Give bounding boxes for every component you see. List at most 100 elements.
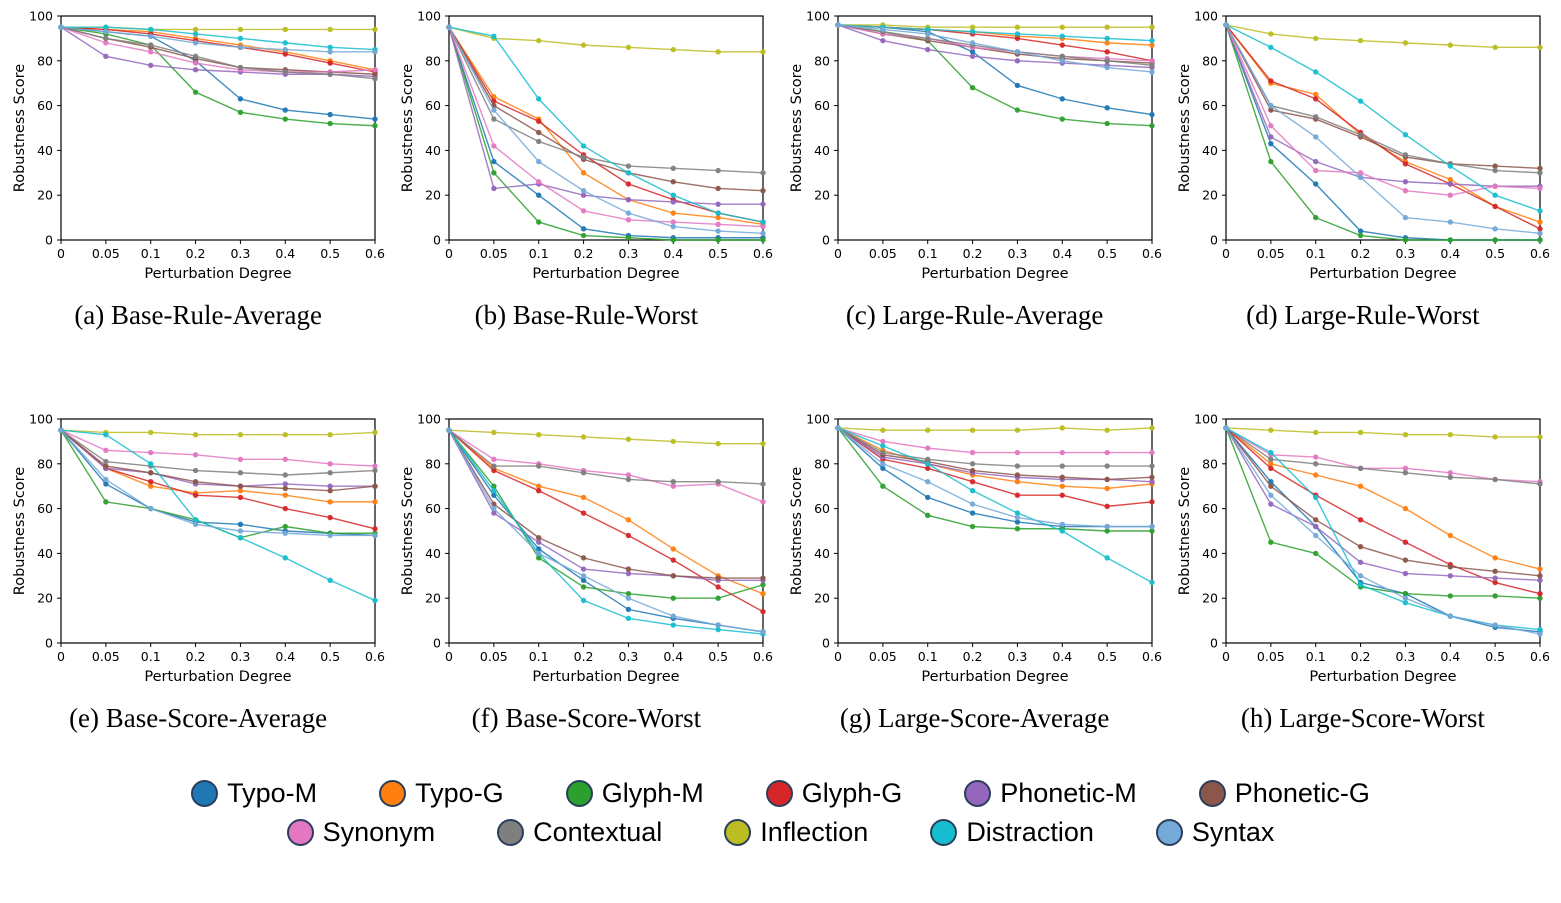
svg-text:0.6: 0.6 [365, 246, 385, 261]
legend-label-phonetic-m: Phonetic-M [1000, 778, 1137, 808]
chart-b-plot: 0 20 40 60 80 100 0 0.05 0.1 0.2 0.3 0.4 0.5 0.6 Pertu… [400, 9, 773, 283]
svg-text:0: 0 [834, 649, 842, 664]
legend-item-typo-m: Typo-M [191, 778, 317, 809]
legend-label-syntax: Syntax [1191, 817, 1275, 847]
svg-text:20: 20 [37, 188, 53, 203]
svg-text:0.1: 0.1 [529, 246, 549, 261]
chart-h-caption: (h) Large-Score-Worst [1240, 703, 1485, 733]
svg-text:0.2: 0.2 [962, 649, 982, 664]
svg-text:80: 80 [37, 53, 53, 68]
svg-text:0.4: 0.4 [275, 649, 295, 664]
glyph-m-swatch-icon [565, 780, 593, 807]
svg-text:80: 80 [814, 53, 830, 68]
chart-d-plot: 0 20 40 60 80 100 0 0.05 0.1 0.2 0.3 0.4 0.5 0.6 Pertu… [1177, 9, 1550, 283]
svg-text:0.1: 0.1 [917, 649, 937, 664]
svg-text:20: 20 [37, 591, 53, 606]
svg-text:0: 0 [445, 246, 453, 261]
legend-item-glyph-m: Glyph-M [565, 778, 704, 809]
svg-text:0.5: 0.5 [1485, 649, 1505, 664]
svg-text:40: 40 [814, 143, 830, 158]
svg-text:0: 0 [45, 636, 53, 651]
chart-g-caption: (g) Large-Score-Average [839, 703, 1110, 733]
svg-text:0: 0 [822, 233, 830, 248]
svg-text:0.2: 0.2 [574, 649, 594, 664]
svg-text:0.1: 0.1 [529, 649, 549, 664]
contextual-swatch-icon [497, 819, 525, 846]
svg-text:80: 80 [425, 456, 441, 471]
chart-f-plot: 0 20 40 60 80 100 0 0.05 0.1 0.2 0.3 0.4 0.5 0.6 Pertu… [400, 412, 773, 686]
chart-d-caption: (d) Large-Rule-Worst [1246, 300, 1480, 330]
svg-text:20: 20 [425, 591, 441, 606]
svg-text:60: 60 [37, 501, 53, 516]
chart-e-plot: 0 20 40 60 80 100 0 0.05 0.1 0.2 0.3 0.4 0.5 0.6 Pertu… [12, 412, 385, 686]
chart-cell-d: 0 20 40 60 80 100 0 0.05 0.1 0.2 0.3 0.4 0.5 0.6 Pertu… [1169, 6, 1557, 331]
chart-cell-e: 0 20 40 60 80 100 0 0.05 0.1 0.2 0.3 0.4 0.5 0.6 Pertu… [4, 409, 392, 734]
legend-item-phonetic-m: Phonetic-M [964, 778, 1137, 809]
legend-label-typo-g: Typo-G [415, 778, 504, 808]
legend-item-phonetic-g: Phonetic-G [1198, 778, 1370, 809]
svg-text:0.6: 0.6 [753, 246, 773, 261]
svg-text:Perturbation Degree: Perturbation Degree [145, 669, 292, 685]
svg-text:0.6: 0.6 [365, 649, 385, 664]
svg-text:80: 80 [1202, 53, 1218, 68]
chart-h-plot: 0 20 40 60 80 100 0 0.05 0.1 0.2 0.3 0.4 0.5 0.6 Pertu… [1177, 412, 1550, 686]
legend-item-inflection: Inflection [724, 817, 868, 848]
legend-item-contextual: Contextual [497, 817, 662, 848]
legend-label-phonetic-g: Phonetic-G [1234, 778, 1370, 808]
svg-text:Robustness Score: Robustness Score [1177, 467, 1193, 595]
svg-text:60: 60 [425, 501, 441, 516]
svg-text:0.5: 0.5 [709, 649, 729, 664]
svg-text:0.5: 0.5 [1097, 649, 1117, 664]
legend: Typo-M Typo-G Glyph-M Glyph-G Phonetic-M… [0, 778, 1561, 848]
svg-text:0.1: 0.1 [917, 246, 937, 261]
svg-text:100: 100 [806, 9, 830, 24]
svg-text:60: 60 [814, 501, 830, 516]
chart-cell-g: 0 20 40 60 80 100 0 0.05 0.1 0.2 0.3 0.4 0.5 0.6 Pertu… [781, 409, 1169, 734]
svg-text:0: 0 [1222, 246, 1230, 261]
svg-text:0.4: 0.4 [1440, 649, 1460, 664]
svg-text:40: 40 [37, 143, 53, 158]
svg-text:40: 40 [1202, 143, 1218, 158]
svg-text:0.5: 0.5 [1097, 246, 1117, 261]
svg-text:0.2: 0.2 [1351, 246, 1371, 261]
chart-g-plot: 0 20 40 60 80 100 0 0.05 0.1 0.2 0.3 0.4 0.5 0.6 Pertu… [789, 412, 1162, 686]
chart-e-caption: (e) Base-Score-Average [69, 703, 328, 733]
svg-text:0.5: 0.5 [1485, 246, 1505, 261]
svg-text:0.6: 0.6 [1530, 246, 1550, 261]
svg-text:40: 40 [814, 546, 830, 561]
svg-text:40: 40 [425, 546, 441, 561]
svg-text:40: 40 [37, 546, 53, 561]
svg-text:Robustness Score: Robustness Score [12, 467, 28, 595]
synonym-swatch-icon [286, 819, 314, 846]
svg-text:0.2: 0.2 [186, 649, 206, 664]
svg-text:0.6: 0.6 [1142, 246, 1162, 261]
svg-text:0.1: 0.1 [141, 246, 161, 261]
svg-text:0.5: 0.5 [320, 649, 340, 664]
svg-text:0.2: 0.2 [574, 246, 594, 261]
svg-text:0.3: 0.3 [1007, 246, 1027, 261]
svg-text:0.6: 0.6 [753, 649, 773, 664]
svg-text:0.3: 0.3 [1007, 649, 1027, 664]
phonetic-g-swatch-icon [1198, 780, 1226, 807]
svg-text:20: 20 [425, 188, 441, 203]
svg-text:0.3: 0.3 [619, 246, 639, 261]
svg-text:0.05: 0.05 [869, 246, 897, 261]
svg-text:40: 40 [1202, 546, 1218, 561]
legend-item-typo-g: Typo-G [379, 778, 504, 809]
svg-text:Perturbation Degree: Perturbation Degree [1309, 669, 1456, 685]
svg-text:Robustness Score: Robustness Score [1177, 64, 1193, 192]
svg-text:0.05: 0.05 [869, 649, 897, 664]
legend-label-distraction: Distraction [966, 817, 1094, 847]
svg-text:0.5: 0.5 [320, 246, 340, 261]
svg-text:100: 100 [418, 412, 442, 427]
legend-label-glyph-m: Glyph-M [601, 778, 704, 808]
typo-g-swatch-icon [379, 780, 407, 807]
svg-text:0: 0 [433, 233, 441, 248]
distraction-swatch-icon [930, 819, 958, 846]
svg-text:0: 0 [834, 246, 842, 261]
svg-text:0.4: 0.4 [1052, 246, 1072, 261]
legend-label-synonym: Synonym [322, 817, 436, 847]
svg-text:100: 100 [418, 9, 442, 24]
legend-item-synonym: Synonym [286, 817, 436, 848]
phonetic-m-swatch-icon [964, 780, 992, 807]
